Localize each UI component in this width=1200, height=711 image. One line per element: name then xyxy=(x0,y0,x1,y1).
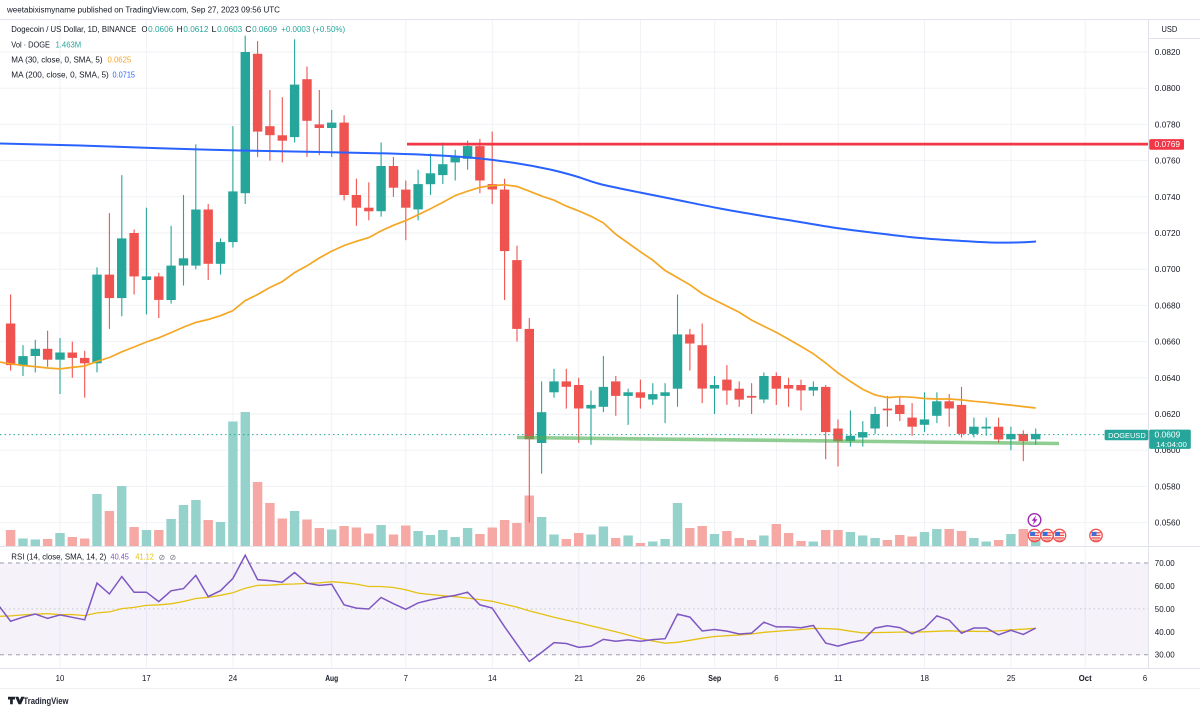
svg-text:14:04:00: 14:04:00 xyxy=(1156,440,1187,449)
svg-text:0.0780: 0.0780 xyxy=(1155,120,1181,129)
svg-text:18: 18 xyxy=(920,674,929,683)
svg-text:0.0760: 0.0760 xyxy=(1155,157,1181,166)
svg-text:H: H xyxy=(177,25,183,34)
svg-text:21: 21 xyxy=(574,674,583,683)
svg-text:DOGEUSD: DOGEUSD xyxy=(1108,431,1146,440)
svg-text:0.0603: 0.0603 xyxy=(217,25,243,34)
svg-text:O: O xyxy=(142,25,148,34)
svg-text:C: C xyxy=(245,25,251,34)
svg-text:⊘: ⊘ xyxy=(159,553,166,562)
svg-text:0.0560: 0.0560 xyxy=(1155,519,1181,528)
svg-text:0.0609: 0.0609 xyxy=(1155,430,1181,439)
svg-text:1.463M: 1.463M xyxy=(56,41,82,50)
svg-text:24: 24 xyxy=(229,674,238,683)
svg-text:Aug: Aug xyxy=(325,674,338,683)
svg-text:0.0625: 0.0625 xyxy=(108,56,132,65)
svg-text:L: L xyxy=(212,25,218,34)
svg-text:30.00: 30.00 xyxy=(1155,651,1175,660)
svg-text:70.00: 70.00 xyxy=(1155,559,1175,568)
svg-text:MA (30, close, 0, SMA, 5): MA (30, close, 0, SMA, 5) xyxy=(11,56,103,65)
svg-text:0.0600: 0.0600 xyxy=(1155,446,1181,455)
svg-text:40.45: 40.45 xyxy=(111,553,130,562)
svg-text:0.0580: 0.0580 xyxy=(1155,482,1181,491)
svg-text:17: 17 xyxy=(142,674,151,683)
svg-text:TradingView: TradingView xyxy=(24,696,70,706)
svg-text:weetabixismyname published on: weetabixismyname published on TradingVie… xyxy=(6,5,280,14)
svg-text:Vol · DOGE: Vol · DOGE xyxy=(11,41,50,50)
svg-text:+0.0003 (+0.50%): +0.0003 (+0.50%) xyxy=(281,25,345,34)
svg-text:0.0640: 0.0640 xyxy=(1155,374,1181,383)
svg-text:0.0700: 0.0700 xyxy=(1155,265,1181,274)
svg-text:Dogecoin / US Dollar, 1D, BINA: Dogecoin / US Dollar, 1D, BINANCE xyxy=(11,25,136,34)
svg-text:0.0800: 0.0800 xyxy=(1155,84,1181,93)
svg-text:0.0680: 0.0680 xyxy=(1155,301,1181,310)
svg-text:41.12: 41.12 xyxy=(135,553,154,562)
svg-text:50.00: 50.00 xyxy=(1155,605,1175,614)
svg-text:0.0820: 0.0820 xyxy=(1155,48,1181,57)
svg-text:6: 6 xyxy=(774,674,779,683)
svg-text:0.0720: 0.0720 xyxy=(1155,229,1181,238)
svg-text:60.00: 60.00 xyxy=(1155,582,1175,591)
svg-text:0.0620: 0.0620 xyxy=(1155,410,1181,419)
svg-text:RSI (14, close, SMA, 14, 2): RSI (14, close, SMA, 14, 2) xyxy=(11,553,106,562)
svg-text:0.0715: 0.0715 xyxy=(113,71,136,80)
svg-text:7: 7 xyxy=(404,674,409,683)
svg-text:⊘: ⊘ xyxy=(170,553,177,562)
svg-text:0.0769: 0.0769 xyxy=(1155,140,1181,149)
svg-text:0.0740: 0.0740 xyxy=(1155,193,1181,202)
svg-text:25: 25 xyxy=(1007,674,1016,683)
svg-text:0.0609: 0.0609 xyxy=(252,25,278,34)
svg-text:Oct: Oct xyxy=(1079,674,1092,683)
svg-text:0.0660: 0.0660 xyxy=(1155,338,1181,347)
svg-text:40.00: 40.00 xyxy=(1155,628,1175,637)
svg-text:MA (200, close, 0, SMA, 5): MA (200, close, 0, SMA, 5) xyxy=(11,71,109,80)
svg-text:0.0606: 0.0606 xyxy=(148,25,174,34)
svg-text:14: 14 xyxy=(488,674,497,683)
svg-text:0.0612: 0.0612 xyxy=(183,25,209,34)
svg-text:Sep: Sep xyxy=(708,674,721,683)
svg-text:26: 26 xyxy=(636,674,645,683)
svg-text:USD: USD xyxy=(1162,25,1178,34)
svg-text:6: 6 xyxy=(1143,674,1148,683)
svg-text:11: 11 xyxy=(834,674,843,683)
svg-text:10: 10 xyxy=(56,674,65,683)
